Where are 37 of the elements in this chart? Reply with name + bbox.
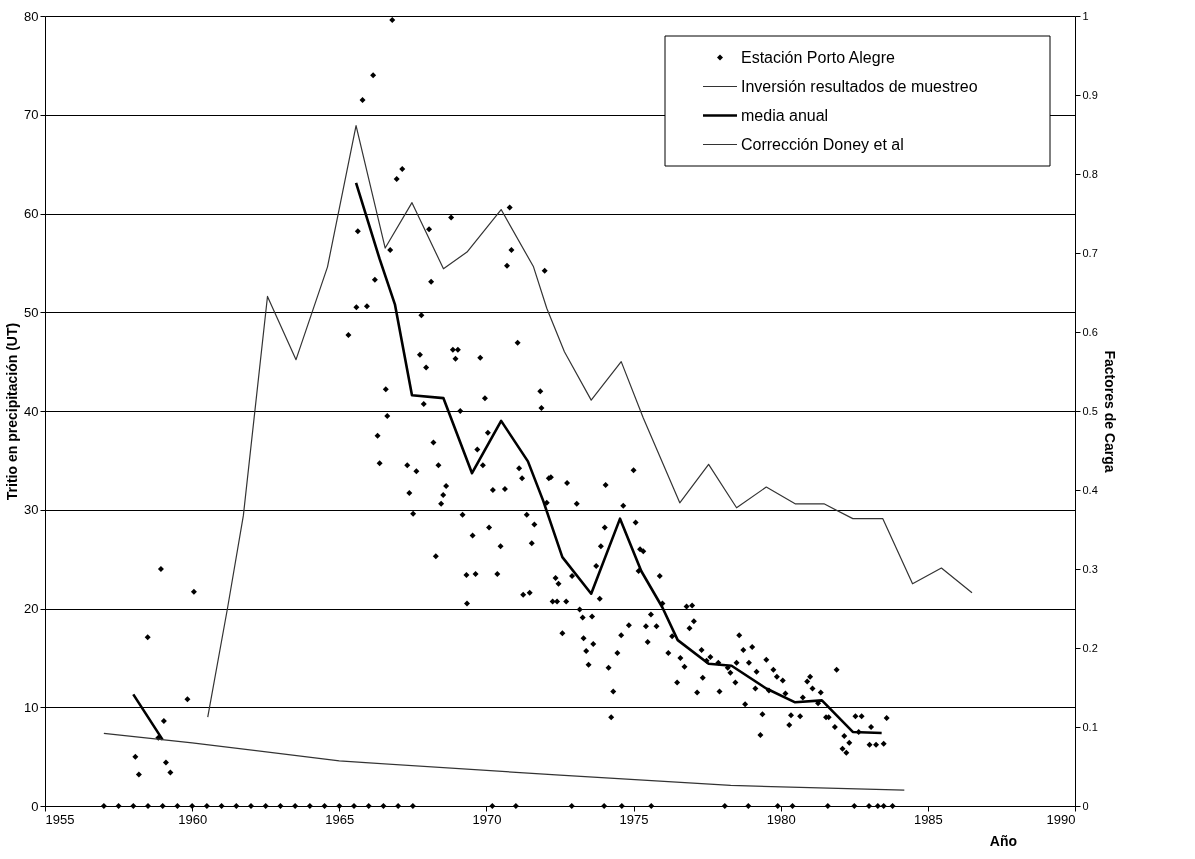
y-tick-label: 60 <box>24 206 39 221</box>
y-tick-label: 50 <box>24 304 39 320</box>
x-tick-label: 1985 <box>913 811 943 827</box>
x-axis-title: Año <box>989 832 1018 849</box>
line-series <box>207 125 973 718</box>
legend-label: Corrección Doney et al <box>741 135 904 153</box>
y2-tick-label: 1 <box>1082 9 1089 22</box>
y2-tick-label: 0.6 <box>1082 325 1098 338</box>
legend-label: Inversión resultados de muestreo <box>741 77 978 95</box>
y2-tick-label: 0.3 <box>1082 562 1098 575</box>
x-tick-label: 1990 <box>1046 811 1076 827</box>
y2-tick-label: 0.9 <box>1082 88 1098 101</box>
x-tick-label: 1965 <box>325 811 355 827</box>
y-tick-label: 40 <box>24 403 39 419</box>
x-tick-label: 1970 <box>472 811 502 827</box>
y2-tick-label: 0.5 <box>1082 404 1098 417</box>
x-tick-label: 1960 <box>178 811 208 827</box>
x-tick-label: 1980 <box>766 811 796 827</box>
y-tick-label: 70 <box>24 107 39 123</box>
y2-axis-title: Factores de Carga <box>1101 350 1118 473</box>
y2-tick-label: 0.2 <box>1082 641 1098 654</box>
legend-label: media anual <box>741 106 829 124</box>
legend-label: Estación Porto Alegre <box>741 48 895 66</box>
y2-tick-label: 0.4 <box>1082 483 1098 496</box>
line-series <box>103 732 905 791</box>
y-tick-label: 80 <box>24 8 39 24</box>
y-tick-label: 30 <box>24 502 39 518</box>
y2-tick-label: 0.8 <box>1082 167 1098 180</box>
y-tick-label: 10 <box>24 699 39 715</box>
y-axis-title: Tritio en precipitación (UT) <box>4 322 21 501</box>
x-tick-label: 1975 <box>619 811 649 827</box>
x-tick-label: 1955 <box>45 811 75 827</box>
y2-tick-label: 0.7 <box>1082 246 1098 259</box>
y-tick-label: 0 <box>31 798 39 814</box>
y-tick-label: 20 <box>24 601 39 616</box>
y2-tick-label: 0.1 <box>1082 720 1098 733</box>
y2-tick-label: 0 <box>1082 799 1089 812</box>
